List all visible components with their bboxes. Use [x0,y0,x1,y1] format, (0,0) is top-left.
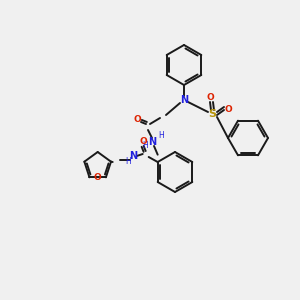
Text: O: O [224,106,232,115]
Text: H: H [158,130,164,140]
Text: N: N [130,151,138,161]
Text: O: O [133,115,141,124]
Text: H: H [125,157,130,166]
Text: H: H [142,140,148,149]
Text: O: O [140,137,148,146]
Text: N: N [180,95,188,105]
Text: O: O [206,94,214,103]
Text: S: S [208,109,216,119]
Text: N: N [148,137,156,147]
Text: O: O [94,173,102,182]
